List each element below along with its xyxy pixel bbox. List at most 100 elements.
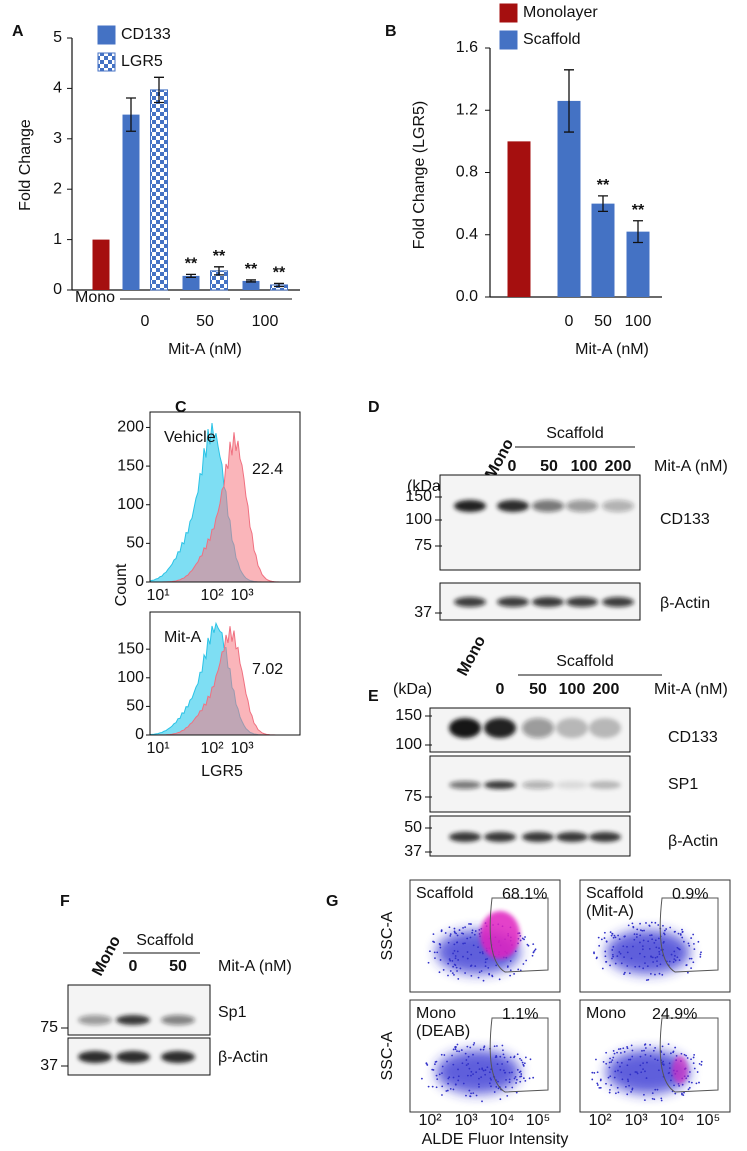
cell-dot [657, 1069, 660, 1072]
cell-dot [680, 1052, 683, 1055]
marker-label: 100 [405, 511, 432, 528]
cell-dot [609, 1089, 611, 1091]
cell-dot [700, 951, 702, 954]
marker-label: 75 [404, 788, 422, 805]
cell-dot [596, 1082, 599, 1085]
cell-dot [432, 933, 435, 936]
blot-band [161, 1051, 195, 1063]
cell-dot [656, 1088, 659, 1091]
error-bar [126, 97, 136, 132]
plot-frame [149, 611, 301, 736]
cell-dot [441, 1085, 444, 1088]
legend-swatch [499, 3, 518, 23]
cell-dot [639, 941, 641, 944]
cell-dot [631, 922, 634, 925]
cell-dot [629, 1058, 632, 1061]
cell-dot [642, 939, 645, 942]
cell-dot [506, 965, 509, 968]
cell-dot [626, 951, 629, 954]
cell-dot [472, 1053, 474, 1056]
blot-band [449, 781, 481, 789]
panel-label: B [385, 23, 397, 40]
blot-band [532, 500, 564, 512]
cell-dot [480, 1076, 483, 1079]
cell-dot [673, 950, 676, 953]
cell-dot [639, 1055, 642, 1058]
bar [92, 239, 110, 290]
cell-dot [638, 965, 641, 968]
cell-dot [645, 922, 647, 924]
cell-dot [434, 957, 436, 960]
cell-dot [516, 1068, 519, 1071]
cell-dot [654, 921, 657, 924]
cell-dot [608, 1061, 611, 1064]
cell-dot [648, 948, 651, 950]
aldh-positive [672, 1056, 688, 1084]
cell-dot [475, 1094, 478, 1097]
cell-dot [519, 1057, 521, 1060]
y-tick-label: 5 [53, 29, 62, 46]
cell-dot [467, 1062, 470, 1065]
cell-dot [688, 957, 691, 960]
cell-dot [482, 1069, 485, 1072]
cell-dot [446, 1060, 448, 1063]
cell-dot [603, 931, 606, 934]
cell-dot [618, 938, 621, 941]
cell-dot [433, 951, 436, 954]
cell-dot [503, 1056, 506, 1059]
cell-dot [474, 965, 477, 967]
cell-dot [616, 1086, 619, 1089]
protein-label: CD133 [668, 729, 718, 746]
cell-dot [630, 1091, 632, 1093]
cell-dot [464, 942, 466, 945]
cell-dot [688, 1080, 691, 1083]
cell-dot [435, 1086, 438, 1089]
cell-dot [490, 1078, 492, 1081]
cell-dot [693, 1067, 696, 1070]
cell-dot [464, 1052, 467, 1055]
cell-dot [449, 959, 452, 962]
protein-label: β-Actin [218, 1049, 268, 1066]
cell-dot [614, 1070, 617, 1073]
cell-dot [662, 1063, 665, 1066]
legend-label: LGR5 [121, 53, 163, 70]
cell-dot [462, 955, 464, 958]
bar [626, 231, 650, 297]
gate [659, 1017, 719, 1093]
lane-label: 0 [496, 681, 505, 698]
cell-dot [616, 955, 619, 958]
cell-dot [519, 1080, 522, 1083]
blot-band [566, 500, 598, 512]
cell-dot [452, 1048, 455, 1051]
cell-dot [610, 1061, 613, 1063]
cell-dot [532, 943, 535, 946]
cell-dot [491, 974, 493, 977]
cell-dot [451, 1054, 453, 1057]
blot-band [116, 1015, 150, 1025]
cell-dot [441, 1072, 443, 1075]
y-tick-label: 0.0 [456, 288, 478, 305]
cell-dot [627, 924, 630, 927]
gate [659, 897, 719, 973]
x-tick-label: 10⁴ [490, 1112, 515, 1129]
cell-dot [457, 959, 460, 961]
cell-dot [469, 1046, 472, 1049]
cell-dot [623, 971, 626, 974]
cell-dot [451, 960, 454, 962]
cell-dot [453, 927, 456, 930]
y-tick-label: 0 [53, 281, 62, 298]
cell-dot [508, 1071, 511, 1074]
cell-dot [610, 1084, 613, 1087]
cell-dot [465, 1094, 467, 1097]
cell-dot [650, 934, 653, 937]
cell-dot [454, 955, 457, 957]
legend-swatch [97, 25, 116, 45]
cell-dot [679, 934, 682, 936]
cell-dot [457, 1068, 459, 1071]
cell-dot [435, 1060, 438, 1063]
x-tick-label: 10⁵ [526, 1112, 550, 1129]
bar [150, 89, 168, 291]
plot-title: Mit-A [164, 629, 202, 646]
y-tick-label: 50 [126, 535, 144, 552]
